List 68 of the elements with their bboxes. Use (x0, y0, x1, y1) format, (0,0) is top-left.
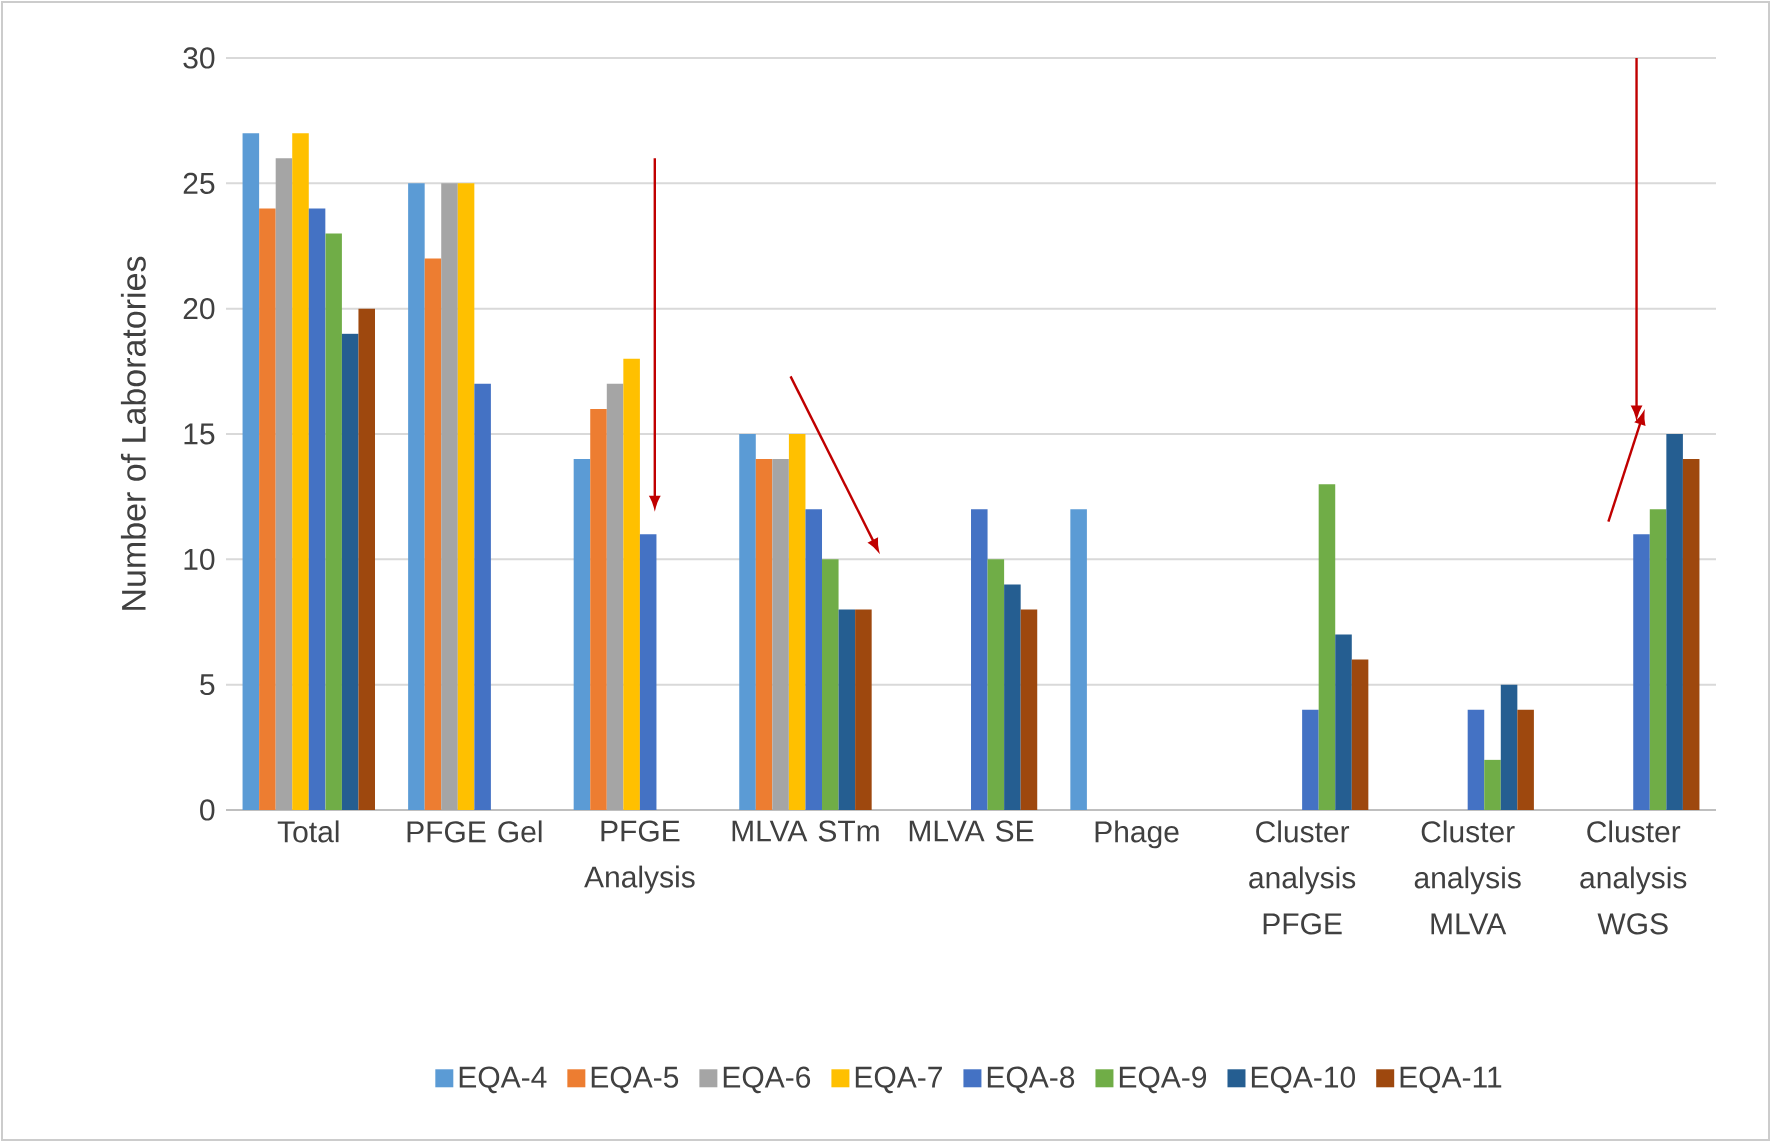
bar (1070, 509, 1087, 810)
y-tick-label: 0 (200, 799, 215, 821)
y-tick-label: 25 (183, 172, 215, 194)
bar (408, 183, 425, 810)
bar (1682, 459, 1700, 810)
x-tick-label: Cluster analysis WGS (1580, 820, 1687, 935)
bar (1351, 659, 1369, 810)
bar (1302, 709, 1319, 810)
bar (474, 383, 491, 810)
bar (639, 534, 657, 810)
legend-label: EQA-7 (855, 1066, 942, 1094)
y-tick-label: 5 (200, 674, 215, 696)
bar (1318, 484, 1336, 810)
bar (788, 434, 806, 810)
bar (573, 459, 591, 810)
legend-label: EQA-6 (723, 1066, 811, 1094)
legend-label: EQA-10 (1251, 1066, 1356, 1094)
bar (1633, 534, 1650, 810)
bar (805, 509, 823, 810)
bar (292, 133, 309, 810)
bar (1020, 609, 1038, 810)
x-tick-label: Total (277, 820, 339, 843)
bar (838, 609, 856, 810)
bar (971, 509, 988, 810)
legend-label: EQA-8 (987, 1066, 1075, 1094)
bar (739, 434, 756, 810)
y-axis-title: Number of Laboratories (120, 256, 146, 610)
y-tick-label: 30 (183, 47, 215, 69)
bar (606, 383, 624, 810)
legend-label: EQA-4 (459, 1066, 547, 1094)
x-tick-label: Cluster analysis MLVA (1414, 820, 1521, 935)
bar (755, 459, 773, 810)
bar (1649, 509, 1667, 810)
x-tick-label: MLVA STm (732, 820, 879, 842)
x-tick-label: Cluster analysis PFGE (1249, 820, 1356, 935)
legend-label: EQA-11 (1400, 1066, 1502, 1094)
bar (358, 308, 376, 810)
bar (1335, 634, 1352, 810)
bar (1500, 684, 1518, 810)
bar (1004, 584, 1021, 810)
bar (1467, 709, 1485, 810)
bar (341, 333, 359, 810)
bar (1484, 759, 1501, 810)
x-tick-label: PFGE Analysis (584, 820, 695, 894)
bar (1666, 434, 1683, 810)
x-tick-label: Phage (1095, 820, 1179, 849)
bar (424, 258, 442, 810)
bar (457, 183, 475, 810)
bar (822, 559, 839, 810)
bar (325, 233, 342, 810)
bar (259, 208, 276, 810)
bar (772, 459, 789, 810)
x-tick-label: MLVA SE (909, 820, 1034, 842)
bar (441, 183, 458, 810)
bar (623, 358, 640, 810)
bar (855, 609, 872, 810)
bar (275, 158, 293, 810)
y-tick-label: 15 (184, 423, 215, 445)
legend-label: EQA-9 (1119, 1066, 1207, 1094)
bar (987, 559, 1005, 810)
bar (242, 133, 260, 810)
bar (590, 408, 607, 810)
legend-label: EQA-5 (591, 1066, 679, 1094)
y-tick-label: 20 (183, 298, 215, 320)
bar (308, 208, 326, 810)
x-tick-label: PFGE Gel (407, 820, 542, 843)
bar (1517, 709, 1534, 810)
y-tick-label: 10 (184, 548, 215, 570)
